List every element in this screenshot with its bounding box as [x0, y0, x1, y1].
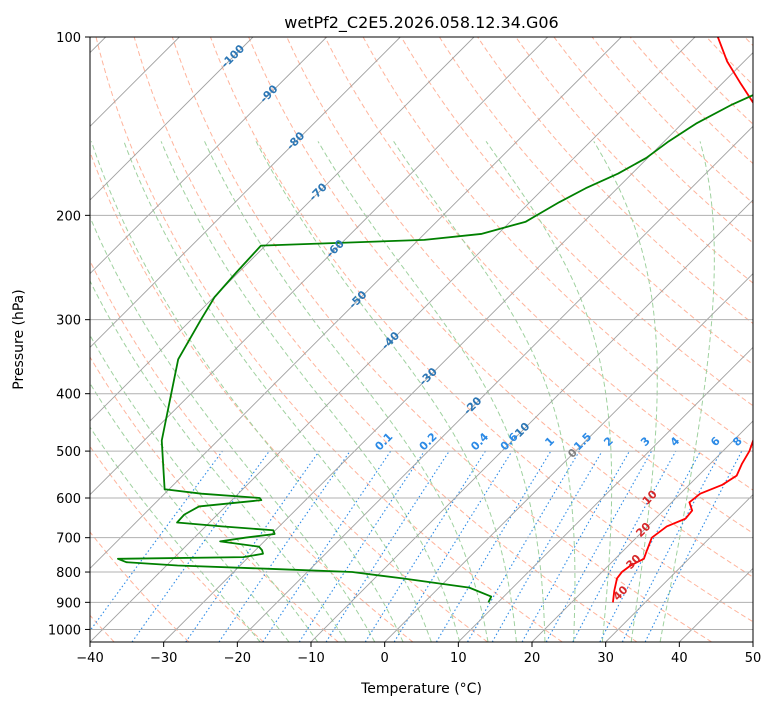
y-tick-label: 500 [56, 445, 81, 460]
isotherm-line [90, 37, 475, 422]
x-tick-label: −40 [76, 651, 103, 666]
moist-adiabat-line [255, 141, 517, 642]
isotherm-line [458, 346, 753, 642]
mixing-ratio-line [325, 450, 450, 642]
mixing-ratio-line [185, 450, 320, 642]
moist-adiabats [90, 141, 715, 642]
temperature-profile-line [612, 37, 753, 603]
mixing-ratio-line [262, 450, 392, 642]
dry-adiabat-line [210, 37, 753, 623]
isotherm-line [531, 420, 753, 642]
chart-title: wetPf2_C2E5.2026.058.12.34.G06 [284, 13, 558, 33]
isotherm-line [90, 37, 401, 348]
dry-adiabat-line [90, 150, 488, 642]
x-tick-label: 50 [745, 651, 762, 666]
moist-adiabat-line [90, 215, 376, 642]
moist-adiabat-line [393, 141, 576, 642]
dry-adiabat-line [90, 356, 339, 642]
x-tick-label: 40 [671, 651, 688, 666]
moist-adiabat-line [90, 141, 404, 642]
isotherm-line [163, 52, 753, 642]
profiles [117, 37, 753, 603]
isotherm-line [384, 273, 753, 642]
dry-adiabat-line [95, 37, 563, 642]
mixing-ratio-line [218, 450, 351, 642]
y-tick-label: 300 [56, 314, 81, 329]
moist-adiabat-line [90, 279, 347, 642]
y-tick-label: 800 [56, 566, 81, 581]
mixing-ratio-lines [90, 450, 743, 642]
pressure-gridlines [90, 37, 753, 630]
isotherm-line [605, 494, 753, 642]
x-tick-label: 0 [381, 651, 389, 666]
moist-adiabat-line [90, 334, 319, 642]
dry-adiabat-line [591, 37, 753, 204]
y-axis-ticks: 1000 900 800 700 600 500 400 300 200 100 [48, 31, 90, 638]
moist-adiabat-line [90, 382, 290, 642]
dry-adiabat-line [400, 37, 753, 407]
dry-adiabat-line [553, 37, 753, 244]
dry-adiabat-line [133, 37, 638, 642]
isotherm-line [90, 37, 254, 201]
moist-adiabat-line [160, 141, 461, 642]
dry-adiabat-line [90, 259, 414, 642]
isotherm-line [90, 37, 327, 275]
mixing-ratio-line [521, 450, 630, 642]
moist-adiabat-line [123, 141, 432, 642]
isotherm-line [237, 125, 753, 642]
x-axis-ticks: −40 −30 −20 −10 0 10 20 30 40 50 [76, 642, 761, 666]
mixing-ratio-label: 10 [750, 431, 770, 451]
plot-area: -100-90-80-70-60-50-40-30-20-1000.1 0.2 0.… [90, 37, 770, 642]
isotherm-line [90, 37, 622, 569]
x-tick-label: −30 [150, 651, 177, 666]
moist-adiabat-line [90, 426, 261, 642]
x-tick-label: 10 [450, 651, 467, 666]
plot-frame [89, 36, 754, 643]
x-tick-label: 30 [597, 651, 614, 666]
mixing-ratio-line [393, 450, 513, 642]
x-tick-label: 20 [524, 651, 541, 666]
dry-adiabat-line [171, 37, 712, 642]
dewpoint-profile-line [117, 94, 753, 603]
mixing-ratio-line [131, 450, 270, 642]
y-tick-label: 400 [56, 388, 81, 403]
y-tick-label: 700 [56, 532, 81, 547]
isotherms [90, 37, 753, 642]
x-tick-label: −20 [224, 651, 251, 666]
isotherm-line [90, 37, 696, 642]
moist-adiabat-line [317, 141, 546, 642]
y-tick-label: 900 [56, 596, 81, 611]
y-axis-label: Pressure (hPa) [11, 289, 27, 389]
dry-adiabat-line [248, 37, 753, 578]
mixing-ratio-line [545, 450, 653, 642]
dry-adiabat-line [439, 37, 753, 366]
dry-adiabat-line [324, 37, 753, 491]
y-tick-label: 100 [56, 31, 81, 46]
mixing-ratio-line [572, 450, 677, 642]
dry-adiabat-line [90, 531, 190, 642]
x-axis-label: Temperature (°C) [360, 681, 482, 697]
mixing-ratio-line [644, 450, 743, 642]
isotherm-line [90, 37, 548, 496]
y-tick-label: 200 [56, 209, 81, 224]
y-tick-label: 1000 [48, 623, 81, 638]
moist-adiabat-line [593, 141, 658, 642]
mixing-ratio-line [298, 450, 425, 642]
x-tick-label: −10 [297, 651, 324, 666]
dry-adiabat-line [477, 37, 753, 325]
y-tick-label: 600 [56, 492, 81, 507]
isotherm-line [310, 199, 753, 642]
dry-adiabat-line [286, 37, 753, 534]
